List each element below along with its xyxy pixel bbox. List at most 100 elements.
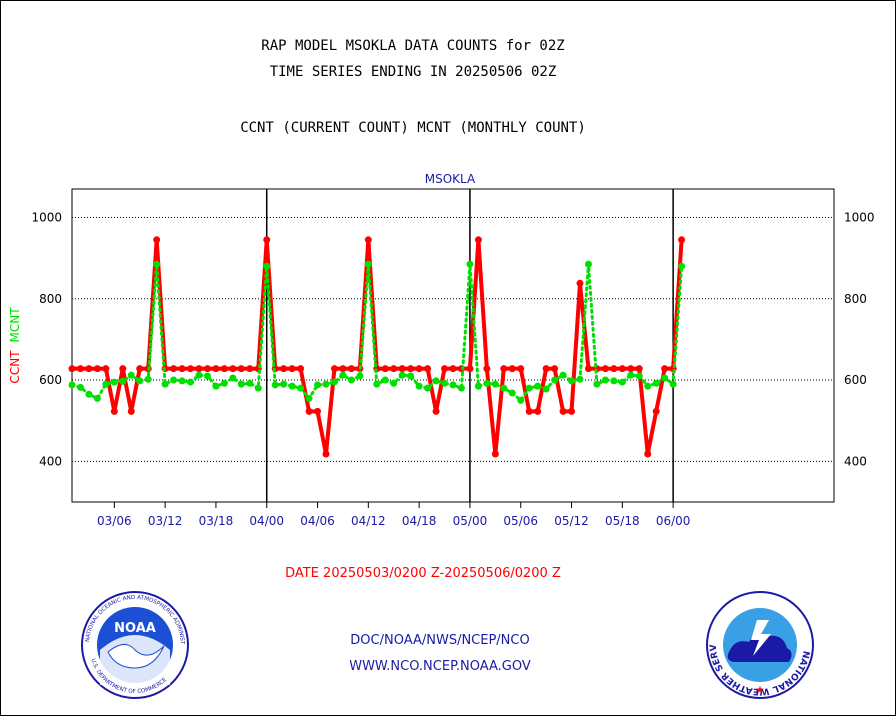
x-tick-label: 04/12 — [351, 514, 386, 528]
ccnt-point — [390, 365, 398, 373]
ccnt-point — [466, 365, 474, 373]
ccnt-point — [398, 365, 406, 373]
mcnt-point — [466, 260, 474, 268]
x-tick-label: 03/12 — [148, 514, 183, 528]
ccnt-point — [263, 236, 271, 244]
date-range-label: DATE 20250503/0200 Z-20250506/0200 Z — [285, 566, 561, 581]
ccnt-point — [551, 365, 559, 373]
chart-subtitle: CCNT (CURRENT COUNT) MCNT (MONTHLY COUNT… — [240, 120, 586, 136]
plot-title: MSOKLA — [424, 172, 476, 186]
ccnt-point — [93, 365, 101, 373]
mcnt-point — [195, 371, 203, 379]
mcnt-point — [339, 371, 347, 379]
ccnt-axis-label: CCNT — [8, 350, 22, 384]
ccnt-point — [280, 365, 288, 373]
mcnt-point — [449, 381, 457, 389]
y-tick-label-left: 600 — [39, 373, 62, 387]
noaa-logo-text: NOAA — [114, 621, 156, 636]
mcnt-point — [220, 379, 228, 387]
ccnt-point — [542, 365, 550, 373]
ccnt-point — [364, 236, 372, 244]
ccnt-point — [407, 365, 415, 373]
mcnt-point — [102, 380, 110, 388]
ccnt-point — [568, 407, 576, 415]
ccnt-point — [102, 365, 110, 373]
ccnt-point — [246, 365, 254, 373]
mcnt-point — [356, 372, 364, 380]
mcnt-point — [153, 260, 161, 268]
ccnt-point — [508, 365, 516, 373]
mcnt-point — [187, 378, 195, 386]
mcnt-point — [330, 378, 338, 386]
y-tick-label-left: 1000 — [31, 210, 62, 224]
ccnt-point — [432, 407, 440, 415]
nws-logo: NATIONAL WEATHER SERVICE ★ — [705, 590, 814, 699]
mcnt-point — [170, 376, 178, 384]
y-tick-label-right: 800 — [844, 292, 867, 306]
x-tick-label: 06/00 — [656, 514, 691, 528]
mcnt-point — [559, 371, 567, 379]
mcnt-point — [203, 372, 211, 380]
y-axis-series-label: CCNT MCNT — [8, 307, 22, 384]
mcnt-point — [474, 382, 482, 390]
ccnt-point — [652, 407, 660, 415]
ccnt-point — [576, 279, 584, 287]
mcnt-point — [601, 376, 609, 384]
ccnt-point — [153, 236, 161, 244]
ccnt-point — [601, 365, 609, 373]
mcnt-point — [314, 381, 322, 389]
x-tick-label: 04/18 — [402, 514, 437, 528]
ccnt-point — [610, 365, 618, 373]
x-tick-label: 03/06 — [97, 514, 132, 528]
mcnt-point — [254, 384, 262, 392]
ccnt-point — [584, 365, 592, 373]
ccnt-point — [195, 365, 203, 373]
ccnt-point — [424, 365, 432, 373]
x-tick-label: 05/18 — [605, 514, 640, 528]
mcnt-point — [381, 376, 389, 384]
ccnt-point — [474, 236, 482, 244]
mcnt-point — [76, 383, 84, 391]
mcnt-point — [136, 377, 144, 385]
ccnt-point — [127, 407, 135, 415]
ccnt-point — [203, 365, 211, 373]
mcnt-point — [618, 378, 626, 386]
ccnt-point — [339, 365, 347, 373]
footer-url-line: WWW.NCO.NCEP.NOAA.GOV — [349, 659, 531, 674]
ccnt-point — [330, 365, 338, 373]
x-tick-label: 05/06 — [503, 514, 538, 528]
ccnt-point — [220, 365, 228, 373]
y-tick-label-right: 400 — [844, 454, 867, 468]
mcnt-point — [534, 382, 542, 390]
mcnt-point — [229, 374, 237, 382]
mcnt-axis-label: MCNT — [8, 307, 22, 343]
mcnt-point — [237, 380, 245, 388]
mcnt-point — [178, 377, 186, 385]
mcnt-point — [119, 377, 127, 385]
mcnt-point — [644, 382, 652, 390]
ccnt-point — [525, 407, 533, 415]
y-tick-label-right: 600 — [844, 373, 867, 387]
ccnt-point — [288, 365, 296, 373]
y-tick-label-left: 400 — [39, 454, 62, 468]
ccnt-point — [491, 450, 499, 458]
mcnt-point — [347, 376, 355, 384]
mcnt-point — [305, 394, 313, 402]
mcnt-point — [610, 377, 618, 385]
mcnt-point — [424, 384, 432, 392]
ccnt-point — [297, 365, 305, 373]
mcnt-point — [373, 380, 381, 388]
ccnt-point — [347, 365, 355, 373]
ccnt-point — [322, 450, 330, 458]
mcnt-point — [678, 262, 686, 270]
ccnt-point — [229, 365, 237, 373]
mcnt-point — [68, 381, 76, 389]
mcnt-point — [322, 380, 330, 388]
ccnt-point — [500, 365, 508, 373]
ccnt-point — [381, 365, 389, 373]
ccnt-point — [644, 450, 652, 458]
mcnt-point — [508, 389, 516, 397]
ccnt-point — [678, 236, 686, 244]
ccnt-point — [170, 365, 178, 373]
